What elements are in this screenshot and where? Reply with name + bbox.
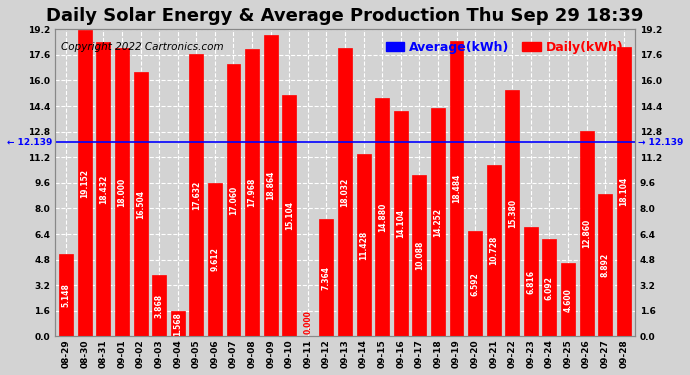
Text: 14.104: 14.104 <box>396 209 405 238</box>
Bar <box>59 254 73 336</box>
Bar <box>357 154 371 336</box>
Bar <box>319 219 333 336</box>
Text: 18.864: 18.864 <box>266 171 275 200</box>
Bar <box>245 49 259 336</box>
Bar <box>580 131 593 336</box>
Bar <box>561 263 575 336</box>
Text: 14.252: 14.252 <box>433 208 442 237</box>
Bar <box>486 165 501 336</box>
Text: → 12.139: → 12.139 <box>638 138 683 147</box>
Bar <box>338 48 352 336</box>
Bar <box>282 95 296 336</box>
Text: 15.380: 15.380 <box>508 199 517 228</box>
Bar <box>617 47 631 336</box>
Text: 3.868: 3.868 <box>155 293 164 318</box>
Bar <box>97 42 110 336</box>
Bar <box>264 34 277 336</box>
Text: 1.568: 1.568 <box>173 312 182 336</box>
Bar <box>449 41 464 336</box>
Bar <box>598 194 612 336</box>
Legend: Average(kWh), Daily(kWh): Average(kWh), Daily(kWh) <box>380 36 629 58</box>
Text: 17.968: 17.968 <box>248 178 257 207</box>
Bar <box>134 72 148 336</box>
Text: 15.104: 15.104 <box>285 201 294 230</box>
Bar <box>115 48 129 336</box>
Bar <box>468 231 482 336</box>
Bar <box>431 108 445 336</box>
Text: 0.000: 0.000 <box>304 310 313 334</box>
Text: 8.892: 8.892 <box>601 253 610 278</box>
Text: 7.364: 7.364 <box>322 266 331 290</box>
Text: 18.104: 18.104 <box>619 177 629 206</box>
Text: 14.880: 14.880 <box>377 203 386 232</box>
Text: 10.088: 10.088 <box>415 241 424 270</box>
Bar <box>189 54 204 336</box>
Bar <box>208 183 222 336</box>
Text: ← 12.139: ← 12.139 <box>7 138 52 147</box>
Text: Copyright 2022 Cartronics.com: Copyright 2022 Cartronics.com <box>61 42 224 52</box>
Text: 9.612: 9.612 <box>210 248 219 272</box>
Text: 5.148: 5.148 <box>61 283 71 307</box>
Text: 18.484: 18.484 <box>452 174 461 203</box>
Text: 18.432: 18.432 <box>99 174 108 204</box>
Text: 19.152: 19.152 <box>80 169 89 198</box>
Text: 6.592: 6.592 <box>471 272 480 296</box>
Text: 6.816: 6.816 <box>526 270 535 294</box>
Text: 10.728: 10.728 <box>489 236 498 265</box>
Bar <box>505 90 519 336</box>
Text: 17.632: 17.632 <box>192 181 201 210</box>
Bar <box>542 239 556 336</box>
Bar <box>78 30 92 336</box>
Text: 11.428: 11.428 <box>359 230 368 260</box>
Text: 6.092: 6.092 <box>545 276 554 300</box>
Title: Daily Solar Energy & Average Production Thu Sep 29 18:39: Daily Solar Energy & Average Production … <box>46 7 644 25</box>
Text: 12.860: 12.860 <box>582 219 591 248</box>
Bar <box>171 311 185 336</box>
Text: 17.060: 17.060 <box>229 185 238 214</box>
Bar <box>524 227 538 336</box>
Bar <box>152 274 166 336</box>
Bar <box>394 111 408 336</box>
Bar <box>375 98 389 336</box>
Text: 18.000: 18.000 <box>117 178 126 207</box>
Text: 4.600: 4.600 <box>564 288 573 312</box>
Bar <box>226 63 241 336</box>
Text: 16.504: 16.504 <box>136 190 145 219</box>
Bar <box>413 175 426 336</box>
Text: 18.032: 18.032 <box>340 177 350 207</box>
